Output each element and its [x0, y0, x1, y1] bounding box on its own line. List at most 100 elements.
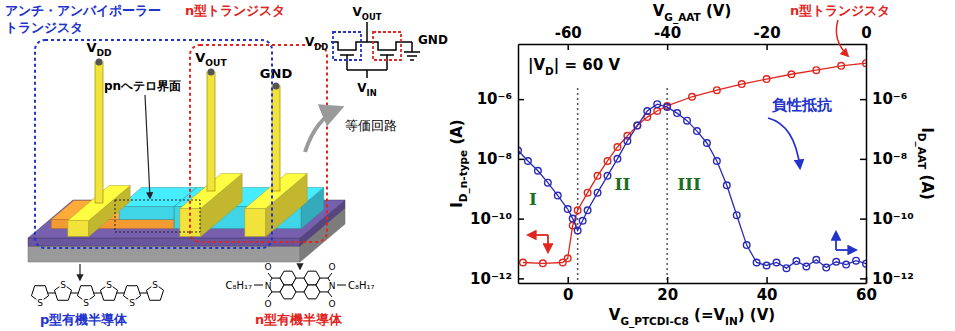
axis-indicator — [528, 234, 548, 236]
tick-mark — [518, 99, 524, 101]
probe — [207, 72, 215, 191]
region-boundary — [577, 88, 579, 283]
label-part: D_AAT — [915, 133, 928, 170]
data-point — [823, 264, 830, 271]
ground — [410, 59, 414, 61]
label: VG_AAT (V) — [653, 2, 732, 24]
data-point — [838, 63, 845, 70]
data-point — [604, 158, 611, 165]
axis-indicator — [836, 249, 856, 251]
data-point — [863, 260, 866, 267]
wire — [366, 70, 368, 78]
data-point — [714, 87, 721, 94]
label: VG_PTCDI-C8 (=VIN) (V) — [609, 306, 775, 328]
axis-line — [866, 45, 868, 284]
label: 負性抵抗 — [772, 96, 832, 114]
label-part: IN — [367, 88, 377, 98]
data-point — [664, 104, 671, 111]
data-point — [654, 101, 661, 108]
data-point — [554, 192, 561, 199]
equivalence-arrow — [305, 108, 340, 152]
data-point — [564, 255, 571, 262]
data-point — [763, 262, 770, 269]
label: 等価回路 — [345, 118, 397, 133]
tick-label: 10⁻¹² — [872, 270, 914, 288]
label-background — [525, 54, 623, 79]
axis-indicator — [547, 235, 549, 252]
transistor — [331, 42, 412, 50]
label: S — [60, 280, 66, 290]
data-point — [525, 158, 532, 165]
bond — [337, 285, 346, 286]
region-boundary — [666, 88, 668, 283]
label-part: IN — [725, 315, 738, 327]
probe-tip — [208, 69, 215, 76]
tick-label: 10⁻⁶ — [477, 90, 512, 108]
label-part: V — [86, 40, 96, 55]
tick: 0 — [563, 277, 573, 304]
label-part: G_PTCDI-C8 — [620, 315, 688, 328]
ground — [407, 55, 417, 57]
data-point — [738, 81, 745, 88]
label: S — [129, 298, 135, 308]
atom-bg — [105, 280, 114, 289]
tick: 10⁻⁶ — [860, 90, 907, 108]
tick: 20 — [657, 277, 678, 304]
ground — [404, 51, 420, 53]
wire — [386, 55, 388, 70]
data-point — [833, 258, 840, 265]
label: GND — [418, 33, 448, 47]
probe-tip — [96, 59, 103, 66]
data-point — [843, 261, 850, 268]
tick: 10⁻⁶ — [477, 90, 524, 108]
label: O — [328, 299, 335, 309]
data-point — [614, 156, 621, 163]
data-point — [853, 257, 860, 264]
label: GND — [260, 66, 293, 81]
tick-label: 10⁻⁸ — [477, 150, 512, 168]
wire — [366, 22, 368, 42]
tick: 10⁻¹⁰ — [470, 210, 524, 228]
tick: -20 — [754, 24, 781, 50]
label-part: D_n-type — [457, 150, 470, 202]
label-part: DD — [314, 42, 328, 52]
data-point — [579, 217, 586, 224]
data-point — [714, 158, 721, 165]
tick: 10⁻¹² — [860, 270, 914, 288]
data-point — [783, 265, 790, 272]
data-point — [704, 140, 711, 147]
label: |VD| = 60 V — [528, 56, 620, 77]
pointer — [145, 95, 150, 198]
label: VDD — [86, 40, 112, 58]
atom-bg — [36, 298, 45, 307]
data-point — [674, 110, 681, 117]
tick: 10⁻⁸ — [477, 150, 524, 168]
data-point — [813, 67, 820, 74]
data-point — [793, 258, 800, 265]
data-point — [694, 128, 701, 135]
label-part: V — [653, 2, 665, 20]
data-point — [520, 259, 527, 266]
data-point — [753, 259, 760, 266]
label: VOUT — [195, 50, 227, 68]
tick-label: 10⁻⁶ — [872, 90, 907, 108]
label: VDD — [305, 35, 328, 52]
tick: -40 — [654, 24, 681, 50]
data-point — [594, 173, 601, 180]
label-part: (A) — [918, 169, 936, 200]
label: VIN — [357, 81, 376, 98]
chart: 0204060-60-40-20010⁻¹²10⁻¹⁰10⁻⁸10⁻⁶10⁻¹²… — [448, 2, 936, 328]
label: O — [264, 299, 271, 309]
atom-bg — [82, 298, 91, 307]
tick: 10⁻¹² — [470, 270, 524, 288]
bond — [328, 292, 332, 297]
y-axis: 10⁻¹² 10⁻¹⁰ 10⁻⁸ 10⁻⁶ — [470, 45, 524, 288]
data-point — [634, 122, 641, 129]
n-semiconductor-upper-front — [119, 207, 174, 220]
probe — [95, 62, 103, 203]
bond — [268, 273, 272, 278]
axis-line — [519, 283, 867, 285]
data-point — [733, 212, 740, 219]
label-part: ) (V) — [738, 306, 775, 324]
figure: アンチ・アンバイポーラートランジスタn型トランジスタVDDVOUTGNDpnヘテ… — [0, 0, 955, 331]
